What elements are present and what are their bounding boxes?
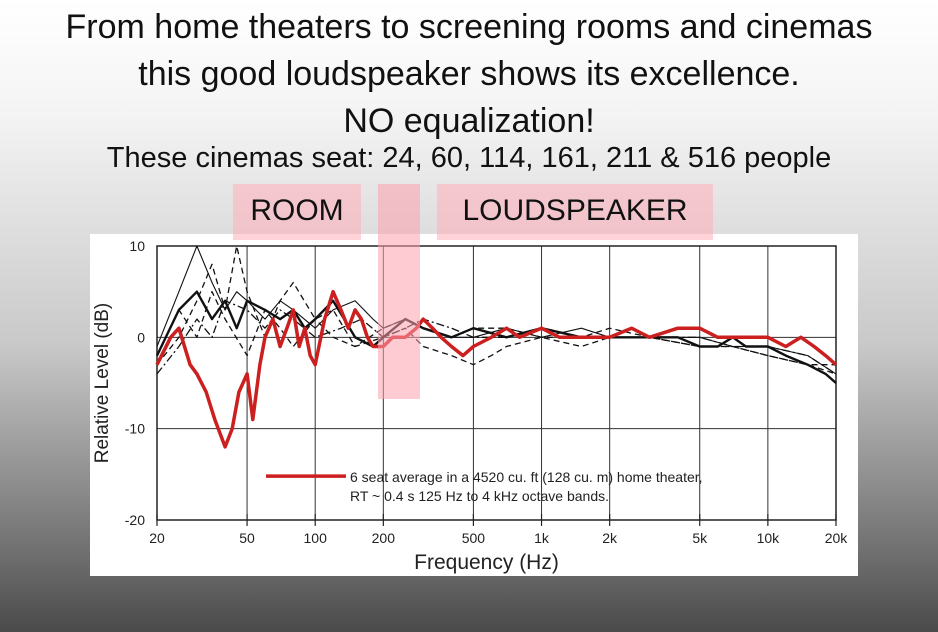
room-label: ROOM [233,184,361,240]
comparison-series-line [156,245,837,375]
x-tick-label: 100 [304,530,328,546]
slide-title-line-2: this good loudspeaker shows its excellen… [138,55,800,93]
comparison-series-line [156,300,837,375]
x-tick-label: 200 [372,530,396,546]
y-tick-label: -10 [125,421,145,437]
transition-band-highlight [378,184,420,399]
highlight-series-line [155,289,838,449]
chart-svg: 20 50 100 200 500 1k 2k 5k 10k 20k100-10-20Freque… [92,238,849,574]
x-tick-label: 50 [239,530,255,546]
y-tick-label: 10 [129,238,145,254]
slide-subtitle: These cinemas seat: 24, 60, 114, 161, 21… [106,142,832,174]
legend-text-line-2: RT ~ 0.4 s 125 Hz to 4 kHz octave bands. [350,488,609,504]
x-tick-label: 20 [149,530,165,546]
x-tick-label: 2k [602,530,618,546]
y-tick-label: 0 [137,329,145,345]
x-tick-label: 1k [534,530,550,546]
y-tick-label: -20 [125,512,145,528]
slide-title-line-1: From home theaters to screening rooms an… [65,8,873,46]
x-tick-label: 10k [757,530,781,546]
x-tick-label: 500 [462,530,486,546]
slide-title-line-3: NO equalization! [343,102,595,140]
frequency-response-chart: 20 50 100 200 500 1k 2k 5k 10k 20k 10 0 -10 -20 Freque… [90,234,858,576]
comparison-series-line [156,291,836,366]
x-tick-label: 5k [692,530,708,546]
x-tick-label: 20k [825,530,849,546]
comparison-series-line [156,245,837,375]
legend-text-line-1: 6 seat average in a 4520 cu. ft (128 cu.… [350,469,703,485]
x-axis-title: Frequency (Hz) [414,551,559,574]
loudspeaker-label: LOUDSPEAKER [437,184,713,240]
y-axis-title: Relative Level (dB) [92,303,113,464]
